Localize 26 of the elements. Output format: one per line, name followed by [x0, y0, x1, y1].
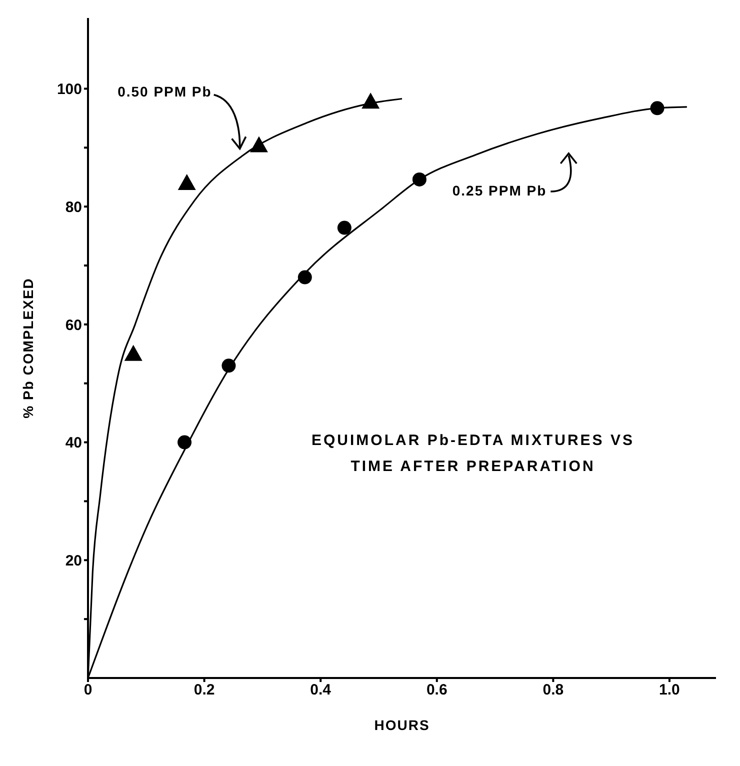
text: EQUIMOLAR Pb-EDTA MIXTURES VS TIME AFTER PREPARATION — [310, 431, 636, 477]
point — [412, 172, 426, 186]
point — [222, 358, 236, 373]
point — [178, 435, 192, 450]
y-tick-label: 20 — [65, 552, 82, 570]
x-tick-label: 0.4 — [310, 682, 332, 699]
y-tick-label: 100 — [56, 81, 82, 98]
point — [337, 220, 352, 235]
y-axis-title: % Pb COMPLEXED — [20, 278, 36, 418]
x-tick-label: 0 — [84, 682, 92, 699]
x-tick-label: 0.6 — [426, 682, 448, 699]
x-tick-label: 0.8 — [542, 682, 564, 699]
x-tick-label: 0.2 — [194, 682, 215, 699]
point — [250, 136, 268, 152]
point — [124, 344, 142, 361]
point — [178, 174, 196, 190]
x-tick-label: 1.0 — [659, 682, 680, 699]
y-tick-label: 80 — [65, 198, 82, 216]
point — [298, 270, 312, 284]
point — [362, 92, 380, 109]
y-tick-label: 60 — [65, 316, 82, 334]
y-tick-label: 40 — [65, 434, 82, 452]
text: 0.50 PPM Pb — [118, 84, 212, 100]
point — [650, 101, 664, 116]
series-label: 0.25 PPM Pb — [452, 182, 547, 198]
x-axis-title: HOURS — [374, 717, 430, 733]
